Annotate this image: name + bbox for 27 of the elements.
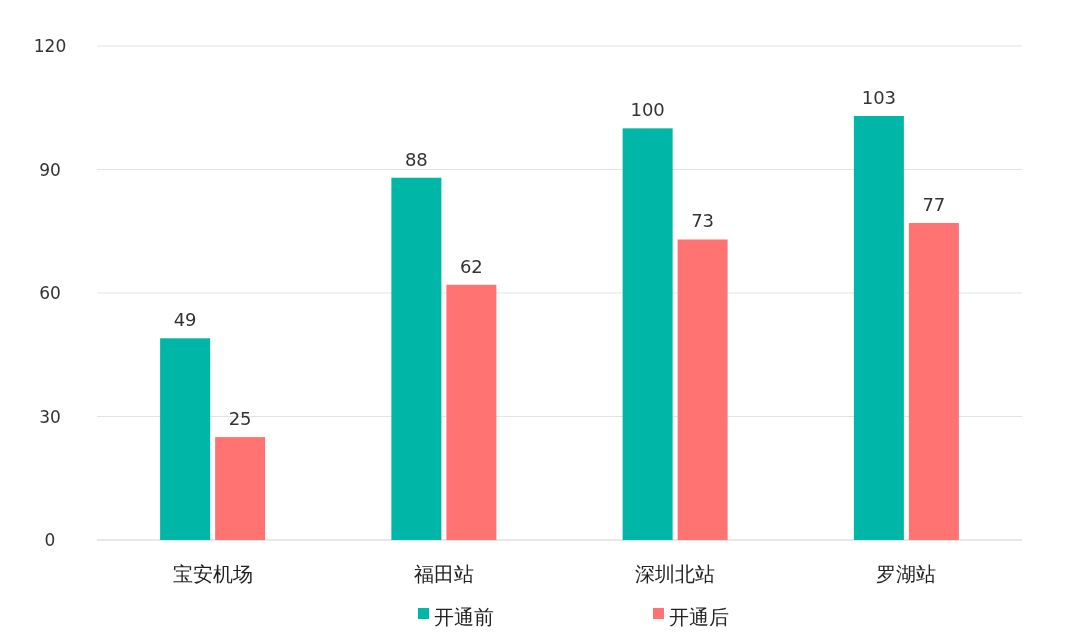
x-tick-label: 深圳北站	[635, 562, 716, 586]
data-label: 88	[404, 148, 428, 170]
data-label: 49	[173, 309, 197, 331]
data-label: 25	[228, 408, 252, 430]
y-tick-label: 30	[39, 406, 61, 427]
x-tick-label: 宝安机场	[172, 562, 253, 586]
bar	[160, 338, 211, 540]
y-tick-label: 120	[33, 36, 67, 56]
bar	[215, 437, 266, 540]
bar	[622, 128, 673, 540]
legend-label: 开通后	[669, 605, 729, 629]
data-label: 73	[691, 210, 715, 232]
bar	[677, 239, 728, 540]
x-tick-label: 福田站	[413, 562, 474, 586]
data-label: 62	[459, 255, 483, 277]
legend-label: 开通前	[434, 605, 494, 629]
bar	[391, 177, 442, 540]
x-tick-label: 罗湖站	[876, 562, 937, 586]
y-tick-label: 90	[39, 159, 61, 180]
data-label: 100	[630, 99, 665, 121]
y-tick-label: 0	[44, 530, 56, 550]
bar	[446, 284, 497, 540]
data-label: 103	[861, 86, 897, 108]
data-label: 77	[922, 194, 946, 216]
y-tick-label: 60	[39, 283, 61, 303]
bar	[908, 223, 959, 540]
bar	[853, 115, 904, 540]
